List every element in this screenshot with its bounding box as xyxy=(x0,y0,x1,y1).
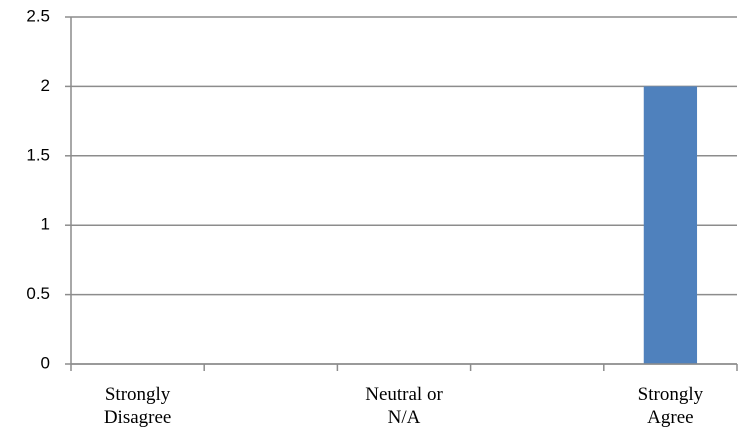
y-tick-label: 2.5 xyxy=(26,6,50,25)
x-tick-label: Strongly Disagree xyxy=(103,384,172,428)
bar xyxy=(643,86,698,365)
y-tick-label: 1.5 xyxy=(26,145,50,164)
y-tick-label: 0.5 xyxy=(26,284,50,303)
y-tick-label: 2 xyxy=(41,76,50,95)
y-tick-label: 1 xyxy=(41,215,50,234)
x-tick-label: Neutral or N/A xyxy=(365,384,443,428)
x-tick-label: Strongly Agree xyxy=(637,384,704,428)
y-tick-label: 0 xyxy=(41,353,50,372)
